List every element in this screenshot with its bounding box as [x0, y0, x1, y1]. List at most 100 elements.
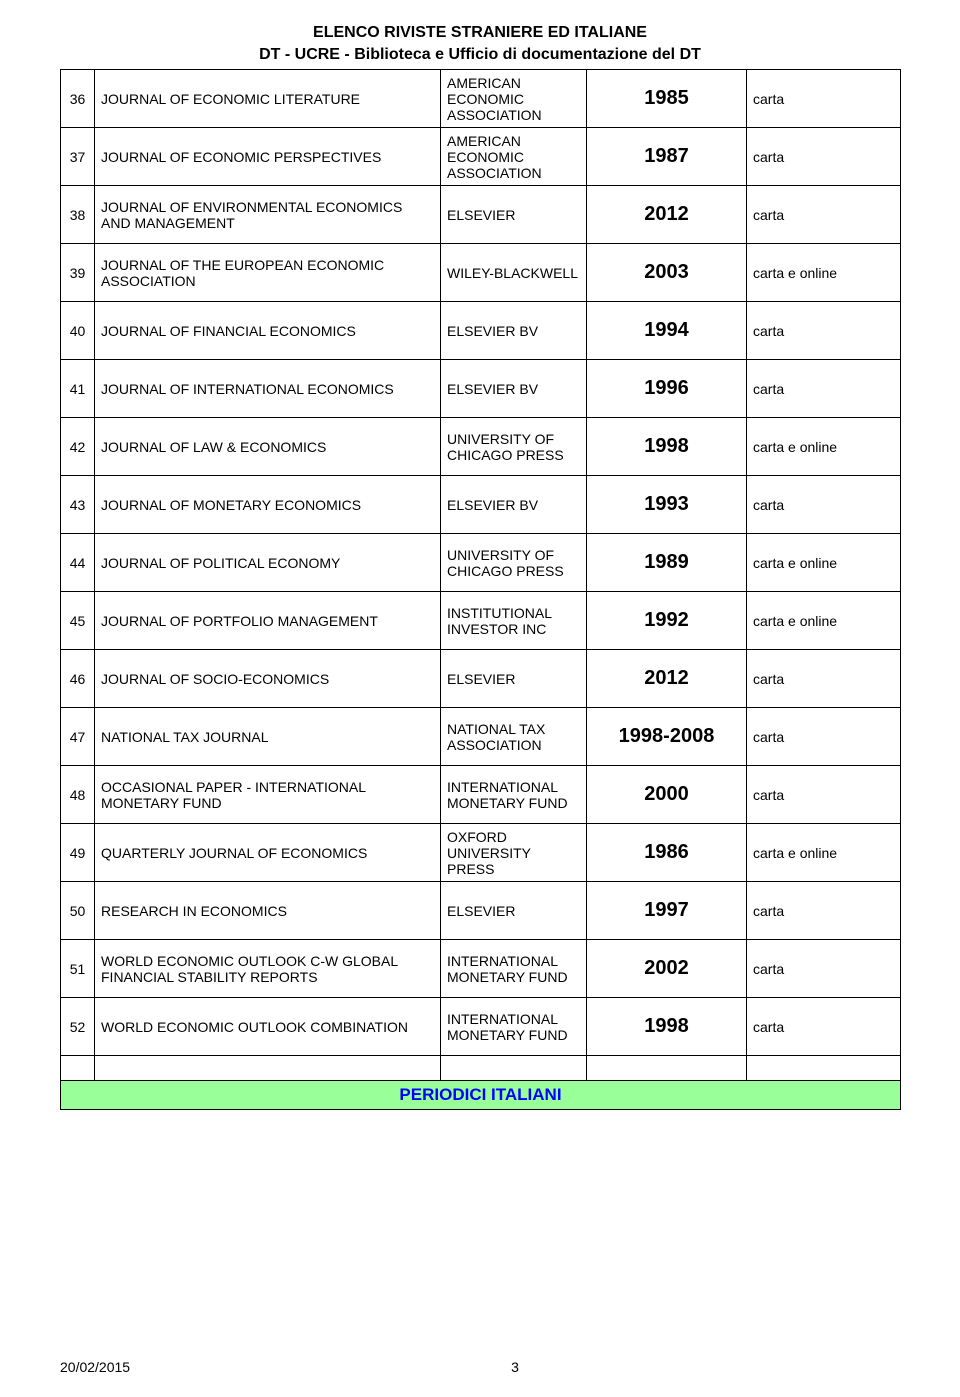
table-row: 47NATIONAL TAX JOURNALNATIONAL TAX ASSOC… — [61, 708, 901, 766]
format: carta — [747, 940, 901, 998]
format: carta — [747, 128, 901, 186]
section-header: PERIODICI ITALIANI — [61, 1081, 901, 1110]
year: 1998-2008 — [587, 708, 747, 766]
spacer-row — [61, 1056, 901, 1081]
table-row: 44JOURNAL OF POLITICAL ECONOMYUNIVERSITY… — [61, 534, 901, 592]
journal-title: OCCASIONAL PAPER - INTERNATIONAL MONETAR… — [95, 766, 441, 824]
format: carta — [747, 882, 901, 940]
publisher: OXFORD UNIVERSITY PRESS — [441, 824, 587, 882]
spacer-cell — [61, 1056, 95, 1081]
journal-title: QUARTERLY JOURNAL OF ECONOMICS — [95, 824, 441, 882]
page-container: ELENCO RIVISTE STRANIERE ED ITALIANE DT … — [0, 0, 960, 1397]
journal-title: RESEARCH IN ECONOMICS — [95, 882, 441, 940]
year: 1998 — [587, 418, 747, 476]
format: carta e online — [747, 244, 901, 302]
publisher: INTERNATIONAL MONETARY FUND — [441, 766, 587, 824]
format: carta e online — [747, 592, 901, 650]
journal-title: JOURNAL OF THE EUROPEAN ECONOMIC ASSOCIA… — [95, 244, 441, 302]
year: 2002 — [587, 940, 747, 998]
page-header: ELENCO RIVISTE STRANIERE ED ITALIANE DT … — [60, 22, 900, 65]
table-row: 43JOURNAL OF MONETARY ECONOMICSELSEVIER … — [61, 476, 901, 534]
footer-page-number: 3 — [60, 1359, 900, 1375]
table-row: 46JOURNAL OF SOCIO-ECONOMICSELSEVIER2012… — [61, 650, 901, 708]
year: 1994 — [587, 302, 747, 360]
journal-title: JOURNAL OF POLITICAL ECONOMY — [95, 534, 441, 592]
publisher: ELSEVIER BV — [441, 360, 587, 418]
journal-title: JOURNAL OF PORTFOLIO MANAGEMENT — [95, 592, 441, 650]
table-row: 49QUARTERLY JOURNAL OF ECONOMICSOXFORD U… — [61, 824, 901, 882]
journal-title: JOURNAL OF INTERNATIONAL ECONOMICS — [95, 360, 441, 418]
year: 1986 — [587, 824, 747, 882]
format: carta — [747, 766, 901, 824]
footer-date: 20/02/2015 — [60, 1359, 130, 1375]
year: 1996 — [587, 360, 747, 418]
year: 1989 — [587, 534, 747, 592]
row-number: 40 — [61, 302, 95, 360]
journal-title: WORLD ECONOMIC OUTLOOK C-W GLOBAL FINANC… — [95, 940, 441, 998]
row-number: 36 — [61, 70, 95, 128]
table-row: 41JOURNAL OF INTERNATIONAL ECONOMICSELSE… — [61, 360, 901, 418]
year: 1987 — [587, 128, 747, 186]
year: 1998 — [587, 998, 747, 1056]
format: carta — [747, 708, 901, 766]
year: 2012 — [587, 186, 747, 244]
row-number: 46 — [61, 650, 95, 708]
format: carta — [747, 70, 901, 128]
spacer-cell — [95, 1056, 441, 1081]
row-number: 47 — [61, 708, 95, 766]
journal-title: JOURNAL OF ECONOMIC LITERATURE — [95, 70, 441, 128]
journal-title: JOURNAL OF SOCIO-ECONOMICS — [95, 650, 441, 708]
row-number: 41 — [61, 360, 95, 418]
publisher: WILEY-BLACKWELL — [441, 244, 587, 302]
publisher: ELSEVIER BV — [441, 476, 587, 534]
table-row: 39JOURNAL OF THE EUROPEAN ECONOMIC ASSOC… — [61, 244, 901, 302]
publisher: ELSEVIER — [441, 650, 587, 708]
format: carta e online — [747, 418, 901, 476]
table-row: 50RESEARCH IN ECONOMICSELSEVIER1997carta — [61, 882, 901, 940]
publisher: ELSEVIER BV — [441, 302, 587, 360]
publisher: ELSEVIER — [441, 186, 587, 244]
journal-title: JOURNAL OF FINANCIAL ECONOMICS — [95, 302, 441, 360]
row-number: 38 — [61, 186, 95, 244]
journal-title: JOURNAL OF MONETARY ECONOMICS — [95, 476, 441, 534]
header-line-2: DT - UCRE - Biblioteca e Ufficio di docu… — [60, 44, 900, 66]
publisher: INTERNATIONAL MONETARY FUND — [441, 998, 587, 1056]
publisher: AMERICAN ECONOMIC ASSOCIATION — [441, 128, 587, 186]
spacer-cell — [747, 1056, 901, 1081]
table-row: 45JOURNAL OF PORTFOLIO MANAGEMENTINSTITU… — [61, 592, 901, 650]
format: carta — [747, 998, 901, 1056]
format: carta — [747, 476, 901, 534]
publisher: UNIVERSITY OF CHICAGO PRESS — [441, 418, 587, 476]
format: carta e online — [747, 824, 901, 882]
row-number: 51 — [61, 940, 95, 998]
year: 1997 — [587, 882, 747, 940]
row-number: 50 — [61, 882, 95, 940]
publisher: ELSEVIER — [441, 882, 587, 940]
format: carta — [747, 360, 901, 418]
journals-table: 36JOURNAL OF ECONOMIC LITERATUREAMERICAN… — [60, 69, 901, 1110]
journal-title: JOURNAL OF ECONOMIC PERSPECTIVES — [95, 128, 441, 186]
journal-title: WORLD ECONOMIC OUTLOOK COMBINATION — [95, 998, 441, 1056]
row-number: 48 — [61, 766, 95, 824]
publisher: INTERNATIONAL MONETARY FUND — [441, 940, 587, 998]
row-number: 37 — [61, 128, 95, 186]
year: 2000 — [587, 766, 747, 824]
format: carta — [747, 650, 901, 708]
spacer-cell — [441, 1056, 587, 1081]
publisher: AMERICAN ECONOMIC ASSOCIATION — [441, 70, 587, 128]
table-row: 48OCCASIONAL PAPER - INTERNATIONAL MONET… — [61, 766, 901, 824]
spacer-cell — [587, 1056, 747, 1081]
table-row: 36JOURNAL OF ECONOMIC LITERATUREAMERICAN… — [61, 70, 901, 128]
publisher: NATIONAL TAX ASSOCIATION — [441, 708, 587, 766]
publisher: INSTITUTIONAL INVESTOR INC — [441, 592, 587, 650]
year: 2003 — [587, 244, 747, 302]
row-number: 45 — [61, 592, 95, 650]
row-number: 43 — [61, 476, 95, 534]
year: 1985 — [587, 70, 747, 128]
format: carta e online — [747, 534, 901, 592]
journal-title: JOURNAL OF LAW & ECONOMICS — [95, 418, 441, 476]
table-row: 38JOURNAL OF ENVIRONMENTAL ECONOMICS AND… — [61, 186, 901, 244]
year: 1992 — [587, 592, 747, 650]
row-number: 49 — [61, 824, 95, 882]
header-line-1: ELENCO RIVISTE STRANIERE ED ITALIANE — [60, 22, 900, 44]
